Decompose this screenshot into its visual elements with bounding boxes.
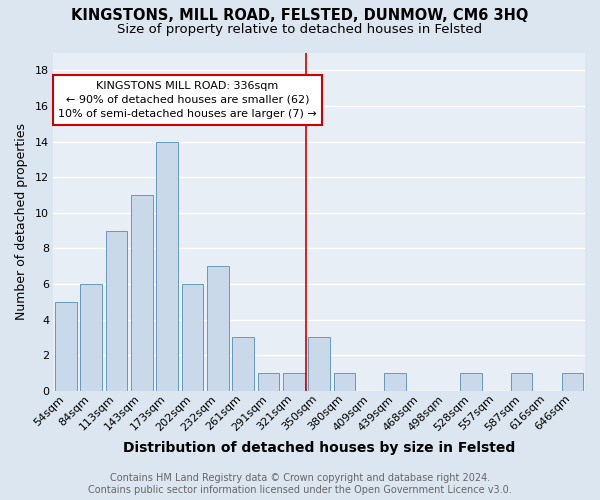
Bar [334,373,355,391]
Bar [258,373,279,391]
X-axis label: Distribution of detached houses by size in Felsted: Distribution of detached houses by size … [123,441,515,455]
Bar [511,373,532,391]
Text: KINGSTONS MILL ROAD: 336sqm
← 90% of detached houses are smaller (62)
10% of sem: KINGSTONS MILL ROAD: 336sqm ← 90% of det… [58,81,317,119]
Bar [308,338,330,391]
Bar [80,284,102,391]
Text: Size of property relative to detached houses in Felsted: Size of property relative to detached ho… [118,22,482,36]
Bar [157,142,178,391]
Bar [232,338,254,391]
Bar [283,373,305,391]
Bar [55,302,77,391]
Bar [207,266,229,391]
Text: Contains HM Land Registry data © Crown copyright and database right 2024.
Contai: Contains HM Land Registry data © Crown c… [88,474,512,495]
Text: KINGSTONS, MILL ROAD, FELSTED, DUNMOW, CM6 3HQ: KINGSTONS, MILL ROAD, FELSTED, DUNMOW, C… [71,8,529,22]
Bar [562,373,583,391]
Bar [106,230,127,391]
Bar [131,195,152,391]
Bar [182,284,203,391]
Bar [385,373,406,391]
Y-axis label: Number of detached properties: Number of detached properties [15,123,28,320]
Bar [460,373,482,391]
